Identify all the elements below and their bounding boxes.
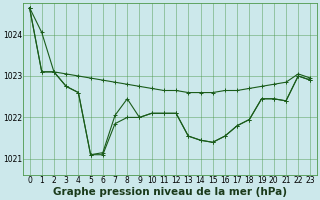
X-axis label: Graphe pression niveau de la mer (hPa): Graphe pression niveau de la mer (hPa) xyxy=(53,187,287,197)
